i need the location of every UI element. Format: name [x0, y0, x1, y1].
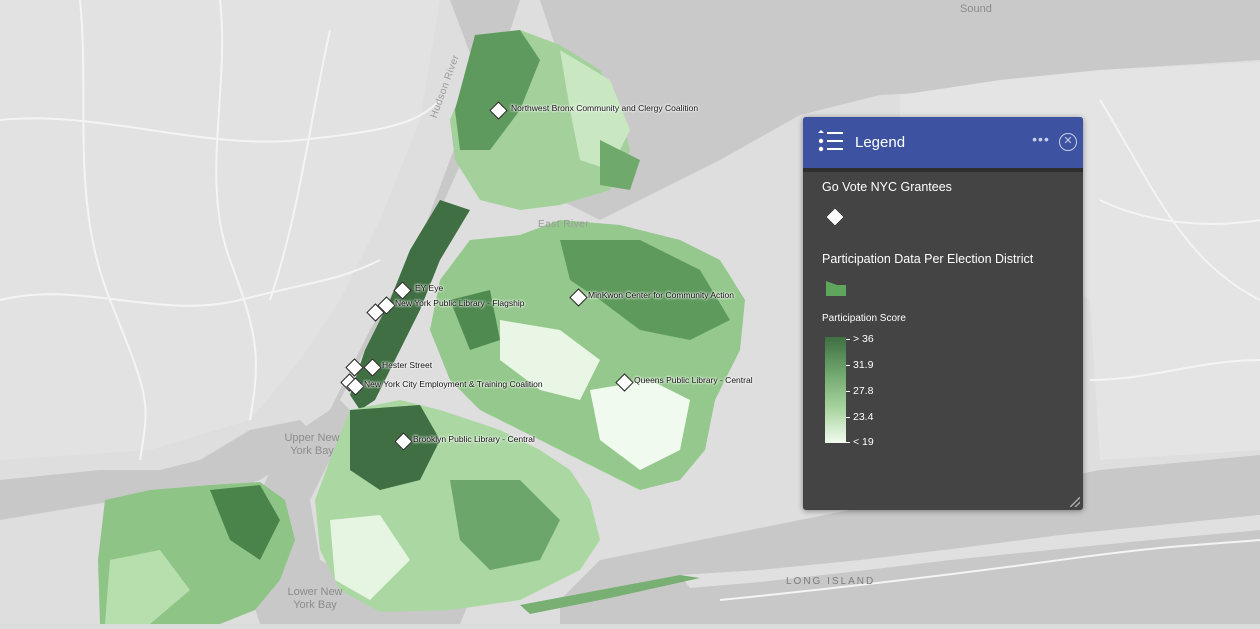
ramp-tick [846, 391, 850, 392]
layer-title-grantees: Go Vote NYC Grantees [822, 180, 952, 194]
grantee-marker[interactable]: Northwest Bronx Community and Clergy Coa… [489, 101, 698, 120]
grantee-label: MinKwon Center for Community Action [588, 290, 734, 300]
list-icon [818, 130, 843, 152]
place-label-sound: Sound [960, 3, 992, 15]
legend-panel: Legend ••• ✕ Go Vote NYC Grantees Partic… [803, 117, 1083, 510]
ramp-label: 27.8 [853, 385, 874, 397]
ramp-label: 31.9 [853, 359, 874, 371]
place-label-upper-bay: Upper New York Bay [284, 432, 340, 457]
ramp-tick [846, 417, 850, 418]
diamond-icon [489, 101, 508, 120]
resize-handle[interactable] [1070, 497, 1080, 507]
polygon-swatch-icon [826, 281, 846, 296]
ellipsis-icon[interactable]: ••• [1032, 131, 1050, 147]
grantee-marker[interactable]: Queens Public Library - Central [615, 373, 753, 392]
ramp-label: < 19 [853, 436, 874, 448]
diamond-icon [394, 432, 413, 451]
place-label-long-island: LONG ISLAND [786, 576, 876, 587]
legend-header: Legend ••• ✕ [803, 117, 1083, 172]
grantee-marker[interactable]: MinKwon Center for Community Action [569, 288, 734, 307]
ramp-tick [846, 442, 850, 443]
grantee-marker[interactable]: Brooklyn Public Library - Central [394, 432, 535, 451]
grantee-marker[interactable]: New York Public Library - Flagship [377, 296, 524, 315]
place-label-lower-bay: Lower New York Bay [287, 586, 343, 611]
diamond-icon [615, 373, 634, 392]
grantee-label: Hester Street [382, 360, 433, 370]
place-label-east-river: East River [538, 219, 590, 230]
diamond-icon [366, 303, 385, 322]
ramp-tick [846, 365, 850, 366]
diamond-icon [569, 288, 588, 307]
grantee-label: Brooklyn Public Library - Central [413, 434, 535, 444]
grantee-marker[interactable]: EY Eye [393, 281, 443, 300]
grantee-label: New York Public Library - Flagship [395, 298, 525, 308]
grantee-label: Northwest Bronx Community and Clergy Coa… [511, 103, 699, 113]
grantee-label: New York City Employment & Training Coal… [364, 379, 543, 389]
grantee-label: EY Eye [415, 283, 444, 293]
layer-title-participation: Participation Data Per Election District [822, 252, 1034, 266]
close-icon[interactable]: ✕ [1059, 133, 1077, 151]
grantee-label: Queens Public Library - Central [634, 375, 753, 385]
grantee-marker[interactable]: Hester Street [363, 358, 432, 377]
diamond-icon [393, 281, 412, 300]
color-ramp [825, 337, 846, 443]
ramp-label: 23.4 [853, 411, 874, 423]
legend-title: Legend [855, 134, 906, 151]
grantee-marker[interactable] [366, 303, 385, 322]
field-label: Participation Score [822, 313, 906, 324]
ramp-tick [846, 339, 850, 340]
diamond-icon [363, 358, 382, 377]
ramp-label: > 36 [853, 333, 874, 345]
grantee-marker[interactable]: New York City Employment & Training Coal… [346, 377, 543, 396]
diamond-icon [825, 207, 845, 227]
diamond-icon [346, 377, 365, 396]
